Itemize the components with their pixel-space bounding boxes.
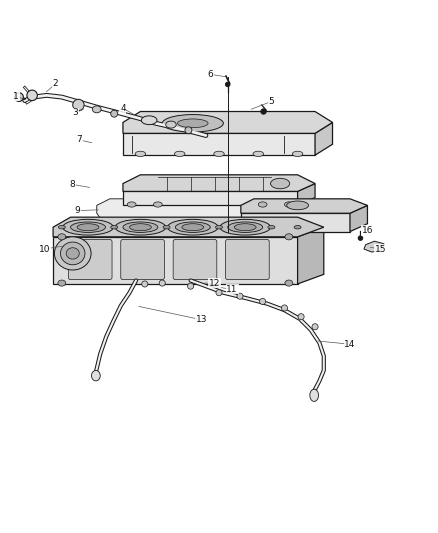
- Ellipse shape: [285, 280, 293, 286]
- Ellipse shape: [92, 370, 100, 381]
- Ellipse shape: [182, 224, 204, 231]
- FancyBboxPatch shape: [68, 239, 112, 280]
- Ellipse shape: [163, 225, 170, 229]
- Ellipse shape: [215, 225, 223, 229]
- Ellipse shape: [162, 115, 223, 132]
- Text: 12: 12: [209, 279, 220, 288]
- Ellipse shape: [358, 236, 363, 240]
- Ellipse shape: [130, 224, 151, 231]
- Ellipse shape: [268, 225, 275, 229]
- Text: 8: 8: [70, 180, 76, 189]
- Polygon shape: [315, 123, 332, 155]
- Ellipse shape: [153, 202, 162, 207]
- Ellipse shape: [115, 220, 166, 235]
- Ellipse shape: [73, 99, 84, 111]
- Ellipse shape: [285, 234, 293, 240]
- Text: 11: 11: [226, 285, 238, 294]
- Ellipse shape: [159, 280, 165, 286]
- Polygon shape: [123, 175, 315, 191]
- Ellipse shape: [292, 151, 303, 157]
- Ellipse shape: [177, 119, 208, 128]
- Ellipse shape: [27, 90, 37, 101]
- Ellipse shape: [175, 222, 210, 232]
- Ellipse shape: [111, 225, 118, 229]
- Ellipse shape: [167, 220, 218, 235]
- Polygon shape: [123, 111, 332, 133]
- FancyBboxPatch shape: [226, 239, 269, 280]
- Ellipse shape: [127, 202, 136, 207]
- Ellipse shape: [271, 179, 290, 189]
- Text: 4: 4: [120, 104, 126, 113]
- Polygon shape: [123, 133, 315, 155]
- Text: 9: 9: [74, 206, 80, 215]
- Text: 1: 1: [13, 92, 19, 101]
- Text: 7: 7: [76, 135, 82, 144]
- Polygon shape: [53, 217, 324, 237]
- Ellipse shape: [287, 201, 308, 210]
- Polygon shape: [123, 191, 297, 205]
- Ellipse shape: [77, 224, 99, 231]
- FancyBboxPatch shape: [121, 239, 164, 280]
- Ellipse shape: [260, 298, 266, 304]
- Ellipse shape: [58, 234, 66, 240]
- Ellipse shape: [310, 389, 318, 401]
- Ellipse shape: [92, 106, 101, 113]
- Ellipse shape: [185, 127, 192, 134]
- Ellipse shape: [174, 151, 185, 157]
- Ellipse shape: [166, 121, 176, 128]
- Ellipse shape: [135, 151, 146, 157]
- Ellipse shape: [66, 248, 79, 259]
- Polygon shape: [53, 237, 297, 284]
- Polygon shape: [97, 199, 297, 223]
- Polygon shape: [297, 227, 324, 284]
- FancyBboxPatch shape: [173, 239, 217, 280]
- Ellipse shape: [214, 151, 224, 157]
- Ellipse shape: [226, 82, 230, 87]
- Ellipse shape: [111, 110, 118, 117]
- Text: 13: 13: [196, 315, 207, 324]
- Text: 16: 16: [362, 226, 373, 235]
- Text: 3: 3: [72, 108, 78, 117]
- Ellipse shape: [237, 293, 243, 299]
- Ellipse shape: [216, 289, 222, 296]
- Ellipse shape: [141, 116, 157, 125]
- Polygon shape: [364, 241, 384, 252]
- Ellipse shape: [285, 202, 293, 207]
- Ellipse shape: [63, 220, 113, 235]
- Text: 6: 6: [207, 70, 213, 79]
- Polygon shape: [350, 205, 367, 231]
- Ellipse shape: [54, 237, 91, 270]
- Ellipse shape: [58, 225, 65, 229]
- Ellipse shape: [14, 93, 23, 101]
- Ellipse shape: [228, 222, 263, 232]
- Ellipse shape: [187, 283, 194, 289]
- Polygon shape: [241, 213, 350, 231]
- Text: 2: 2: [53, 79, 58, 88]
- Polygon shape: [241, 199, 367, 213]
- Ellipse shape: [253, 151, 264, 157]
- Polygon shape: [297, 183, 315, 205]
- Ellipse shape: [282, 305, 288, 311]
- Text: 14: 14: [344, 340, 356, 349]
- Ellipse shape: [261, 109, 266, 114]
- Text: 10: 10: [39, 245, 50, 254]
- Ellipse shape: [234, 224, 256, 231]
- Ellipse shape: [60, 242, 85, 265]
- Ellipse shape: [142, 281, 148, 287]
- Ellipse shape: [220, 220, 271, 235]
- Ellipse shape: [298, 313, 304, 320]
- Text: 5: 5: [268, 97, 274, 106]
- Ellipse shape: [123, 222, 158, 232]
- Ellipse shape: [294, 225, 301, 229]
- Ellipse shape: [58, 280, 66, 286]
- Text: 15: 15: [375, 245, 386, 254]
- Ellipse shape: [258, 202, 267, 207]
- Ellipse shape: [312, 324, 318, 330]
- Ellipse shape: [71, 222, 106, 232]
